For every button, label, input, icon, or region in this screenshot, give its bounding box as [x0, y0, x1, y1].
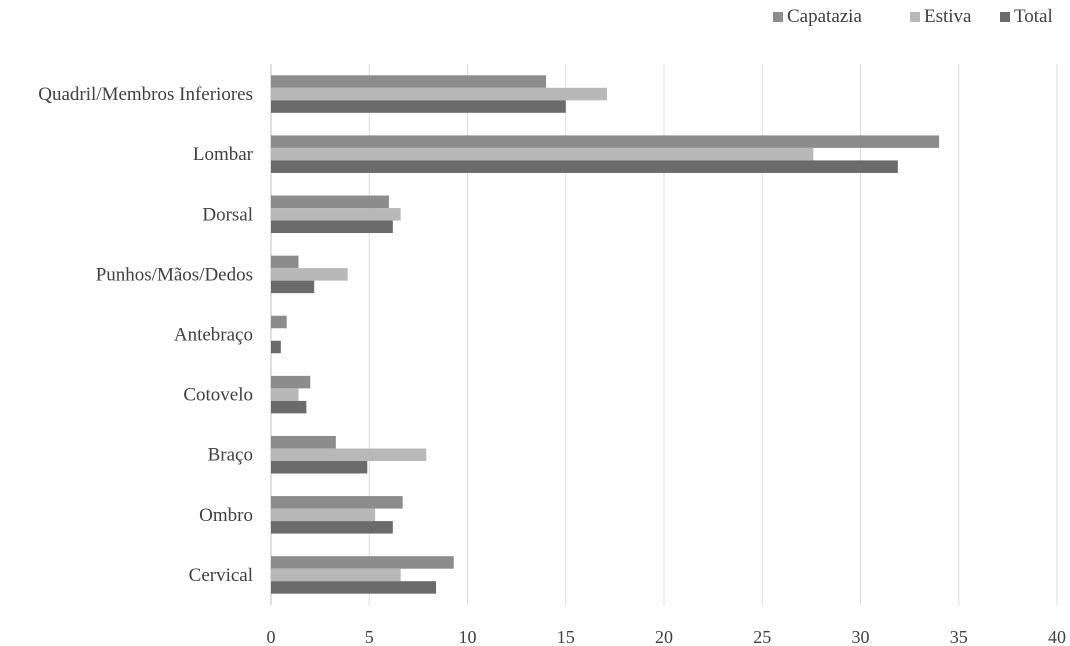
bar-capatazia-5 — [271, 315, 287, 329]
bar-estiva-7 — [271, 208, 401, 221]
category-label-6: Punhos/Mãos/Dedos — [96, 264, 253, 285]
bar-total-4 — [271, 400, 307, 414]
bar-capatazia-4 — [271, 375, 311, 389]
bar-capatazia-8 — [271, 135, 940, 148]
x-tick-label-30: 30 — [852, 627, 870, 646]
legend-swatch-capatazia — [773, 12, 783, 22]
category-label-4: Cotovelo — [183, 385, 253, 406]
bar-total-1 — [271, 581, 437, 594]
category-label-8: Lombar — [193, 144, 254, 165]
category-label-7: Dorsal — [202, 204, 253, 225]
bar-total-7 — [271, 220, 393, 234]
category-label-2: Ombro — [199, 505, 253, 526]
bar-estiva-9 — [271, 87, 608, 101]
x-tick-label-20: 20 — [655, 627, 673, 646]
legend-label-capatazia: Capatazia — [787, 6, 862, 27]
legend-label-total: Total — [1014, 6, 1053, 27]
x-tick-label-5: 5 — [365, 627, 374, 646]
bar-capatazia-7 — [271, 195, 389, 209]
bar-estiva-3 — [271, 448, 427, 461]
bar-capatazia-6 — [271, 255, 299, 269]
x-tick-label-10: 10 — [459, 627, 477, 646]
bar-total-5 — [271, 340, 281, 354]
category-label-1: Cervical — [189, 565, 253, 586]
category-label-9: Quadril/Membros Inferiores — [38, 84, 253, 105]
bar-estiva-1 — [271, 568, 401, 582]
bar-total-3 — [271, 460, 368, 474]
x-tick-label-40: 40 — [1048, 627, 1066, 646]
legend-label-estiva: Estiva — [924, 6, 972, 27]
bar-capatazia-3 — [271, 435, 336, 449]
legend: Capatazia Estiva Total — [773, 6, 1053, 27]
x-tick-label-15: 15 — [557, 627, 575, 646]
bar-estiva-4 — [271, 388, 299, 401]
category-labels: Cervical Ombro Braço Cotovelo Antebraço Punho… — [38, 84, 253, 586]
x-axis-ticks: 0 5 10 15 20 25 30 35 40 — [267, 627, 1067, 646]
legend-swatch-estiva — [910, 12, 920, 22]
bar-capatazia-9 — [271, 75, 547, 88]
bar-total-6 — [271, 280, 315, 294]
x-tick-label-35: 35 — [950, 627, 968, 646]
bars — [271, 75, 940, 594]
bar-total-8 — [271, 160, 898, 173]
bar-capatazia-2 — [271, 496, 403, 509]
x-tick-label-0: 0 — [267, 627, 276, 646]
category-label-3: Braço — [208, 445, 253, 466]
bar-estiva-8 — [271, 147, 814, 161]
bar-total-2 — [271, 521, 393, 534]
bar-total-9 — [271, 100, 566, 113]
category-label-5: Antebraço — [174, 325, 253, 346]
bar-estiva-6 — [271, 268, 348, 281]
bar-estiva-2 — [271, 508, 376, 522]
x-tick-label-25: 25 — [753, 627, 771, 646]
legend-swatch-total — [1000, 12, 1010, 22]
bar-capatazia-1 — [271, 556, 454, 569]
